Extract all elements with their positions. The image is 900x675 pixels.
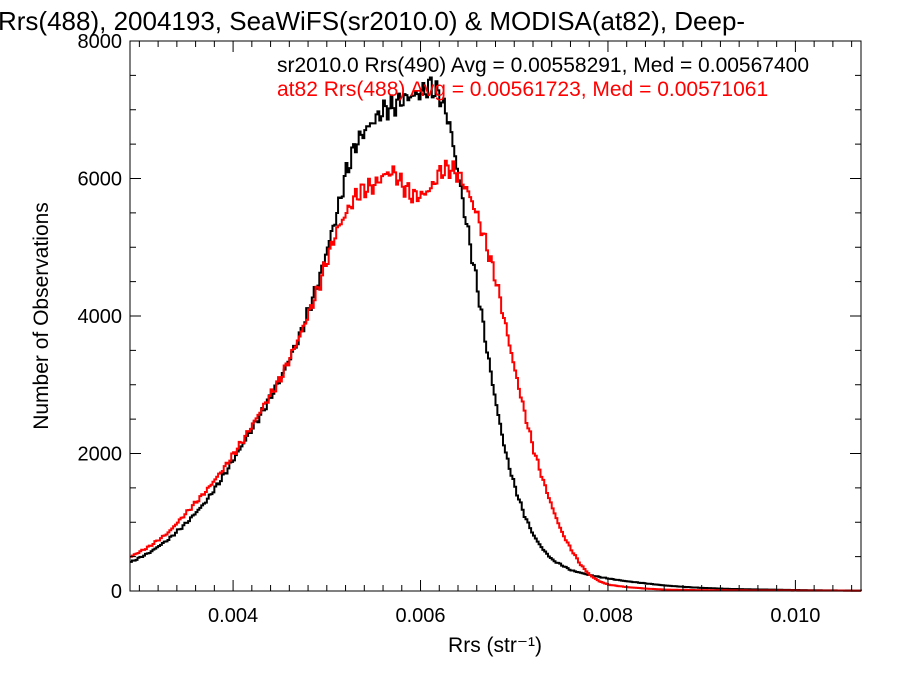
x-tick-label: 0.006 — [395, 605, 445, 627]
axis-layer: 0.004 0.006 0.008 0.010 0 2000 4000 6000 8000 — [78, 31, 861, 627]
y-tick-label: 4000 — [78, 306, 123, 328]
x-tick-label: 0.008 — [583, 605, 633, 627]
y-axis-label: Number of Observations — [30, 202, 53, 430]
x-tick-label: 0.010 — [770, 605, 820, 627]
legend-entry-sr2010: sr2010.0 Rrs(490) Avg = 0.00558291, Med … — [277, 54, 809, 77]
plot-frame — [129, 40, 862, 592]
y-tick-label: 8000 — [78, 31, 123, 53]
y-tick-label: 0 — [111, 581, 122, 603]
series-line-sr2010 — [130, 76, 862, 592]
y-tick-label: 6000 — [78, 169, 123, 191]
chart-title: Rrs(488), 2004193, SeaWiFS(sr2010.0) & M… — [0, 6, 745, 36]
series-line-at82 — [130, 159, 862, 592]
x-tick-label: 0.004 — [208, 605, 258, 627]
y-tick-label: 2000 — [78, 444, 123, 466]
legend-entry-at82: at82 Rrs(488) Avg = 0.00561723, Med = 0.… — [277, 78, 768, 101]
series-layer — [130, 76, 862, 592]
x-axis-label: Rrs (str⁻¹) — [448, 634, 542, 657]
